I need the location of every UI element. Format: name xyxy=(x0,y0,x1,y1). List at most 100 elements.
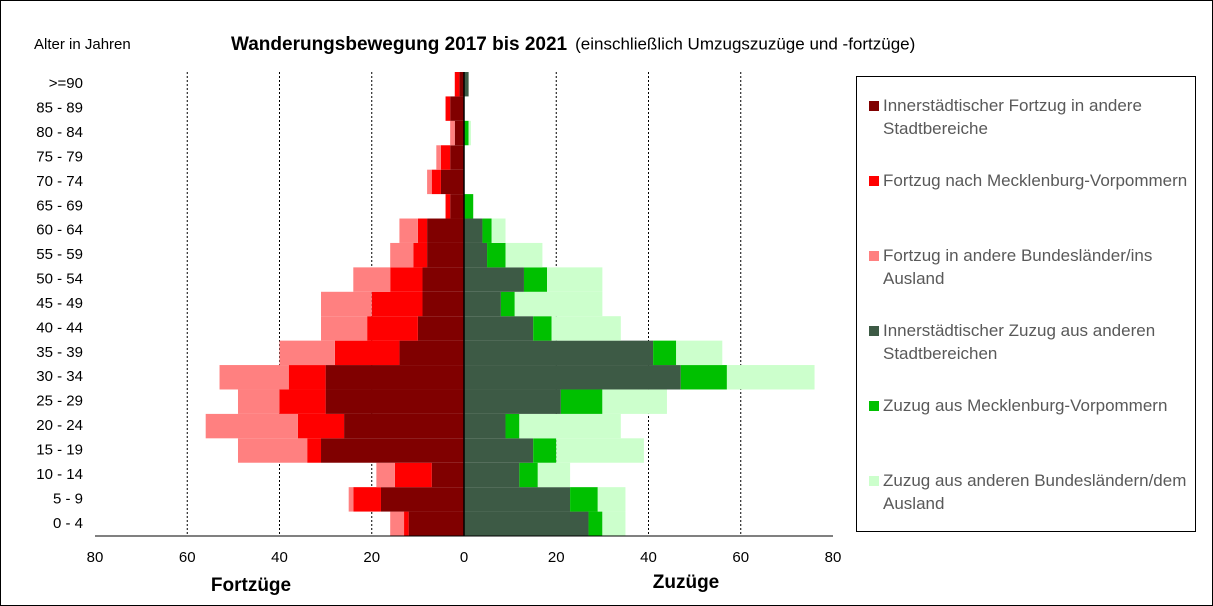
bar xyxy=(588,511,603,536)
bar xyxy=(505,413,520,439)
bar xyxy=(533,438,557,463)
bar xyxy=(464,120,469,146)
y-axis-label: Alter in Jahren xyxy=(34,36,131,53)
legend-swatch xyxy=(869,401,879,411)
x-tick-label: 0 xyxy=(460,549,468,566)
y-tick-label: 60 - 64 xyxy=(36,222,83,239)
y-tick-label: 10 - 14 xyxy=(36,466,83,483)
bar xyxy=(344,413,464,439)
legend-label: Fortzug nach Mecklenburg-Vorpommern xyxy=(883,171,1188,190)
bar xyxy=(440,145,451,170)
y-tick-label: 55 - 59 xyxy=(36,246,83,263)
bar xyxy=(519,413,621,439)
bar xyxy=(547,267,603,292)
legend-swatch xyxy=(869,176,879,186)
bar xyxy=(464,242,488,268)
x-tick-label: 20 xyxy=(363,549,380,566)
bar xyxy=(376,462,395,488)
bar xyxy=(726,365,815,390)
bar xyxy=(427,242,464,268)
bar xyxy=(537,462,571,488)
y-tick-label: 20 - 24 xyxy=(36,417,83,434)
bar xyxy=(450,96,464,121)
y-tick-label: 35 - 39 xyxy=(36,344,83,361)
y-tick-label: 30 - 34 xyxy=(36,368,83,385)
legend-item: Zuzug aus Mecklenburg-Vorpommern xyxy=(869,394,1203,417)
legend-item: Innerstädtischer Zuzug aus anderen Stadt… xyxy=(869,319,1203,365)
legend-label: Zuzug aus Mecklenburg-Vorpommern xyxy=(883,396,1168,415)
legend-label: Innerstädtischer Zuzug aus anderen Stadt… xyxy=(883,321,1156,363)
bar xyxy=(408,511,464,536)
x-label-right: Zuzüge xyxy=(653,572,720,593)
y-tick-label: 0 - 4 xyxy=(53,515,83,532)
y-tick-label: 75 - 79 xyxy=(36,148,83,165)
bar xyxy=(464,291,501,317)
bar xyxy=(390,242,414,268)
bar xyxy=(556,438,644,463)
bar xyxy=(422,267,464,292)
y-tick-label: 5 - 9 xyxy=(53,490,83,507)
bar xyxy=(321,316,368,341)
bar xyxy=(464,389,561,414)
bar xyxy=(491,218,506,243)
y-tick-label: 25 - 29 xyxy=(36,393,83,410)
bar xyxy=(551,316,621,341)
bar xyxy=(464,365,681,390)
y-tick-label: 15 - 19 xyxy=(36,441,83,458)
bar xyxy=(237,438,308,463)
y-tick-label: 80 - 84 xyxy=(36,124,83,141)
bar xyxy=(321,291,372,317)
legend: Innerstädtischer Fortzug in andere Stadt… xyxy=(856,76,1196,532)
bar xyxy=(417,316,464,341)
bar xyxy=(464,218,483,243)
bar xyxy=(464,413,506,439)
bar xyxy=(427,218,464,243)
bar xyxy=(353,267,391,292)
bar xyxy=(602,511,626,536)
x-tick-label: 40 xyxy=(271,549,288,566)
bar xyxy=(459,72,464,97)
bar xyxy=(570,487,598,512)
bar xyxy=(454,120,464,146)
bar xyxy=(404,511,409,536)
bar xyxy=(533,316,552,341)
x-tick-label: 60 xyxy=(732,549,749,566)
bar xyxy=(450,194,464,219)
bar xyxy=(560,389,603,414)
bar xyxy=(417,218,428,243)
legend-item: Zuzug aus anderen Bundesländern/dem Ausl… xyxy=(869,469,1203,515)
bar xyxy=(380,487,464,512)
bar xyxy=(431,462,464,488)
bar xyxy=(353,487,381,512)
y-tick-label: 45 - 49 xyxy=(36,295,83,312)
bar xyxy=(297,413,345,439)
x-tick-label: 80 xyxy=(87,549,104,566)
bar xyxy=(464,487,571,512)
bar xyxy=(464,462,520,488)
x-tick-label: 60 xyxy=(179,549,196,566)
x-tick-label: 20 xyxy=(548,549,565,566)
bar xyxy=(500,291,515,317)
bar xyxy=(464,194,474,219)
bar xyxy=(422,291,464,317)
bar xyxy=(464,511,589,536)
bar xyxy=(325,389,464,414)
bar xyxy=(487,242,506,268)
chart-title: Wanderungsbewegung 2017 bis 2021 xyxy=(231,34,568,55)
bar xyxy=(390,511,405,536)
bar xyxy=(454,72,460,97)
bar xyxy=(519,462,538,488)
x-label-left: Fortzüge xyxy=(211,575,291,596)
bar xyxy=(464,316,534,341)
y-tick-label: 40 - 44 xyxy=(36,319,83,336)
legend-item: Innerstädtischer Fortzug in andere Stadt… xyxy=(869,94,1203,140)
y-tick-label: 85 - 89 xyxy=(36,100,83,117)
bar xyxy=(464,340,654,366)
bar xyxy=(680,365,727,390)
bar xyxy=(653,340,677,366)
bar xyxy=(399,340,464,366)
legend-swatch xyxy=(869,476,879,486)
legend-label: Zuzug aus anderen Bundesländern/dem Ausl… xyxy=(883,471,1187,513)
bar xyxy=(450,120,455,146)
